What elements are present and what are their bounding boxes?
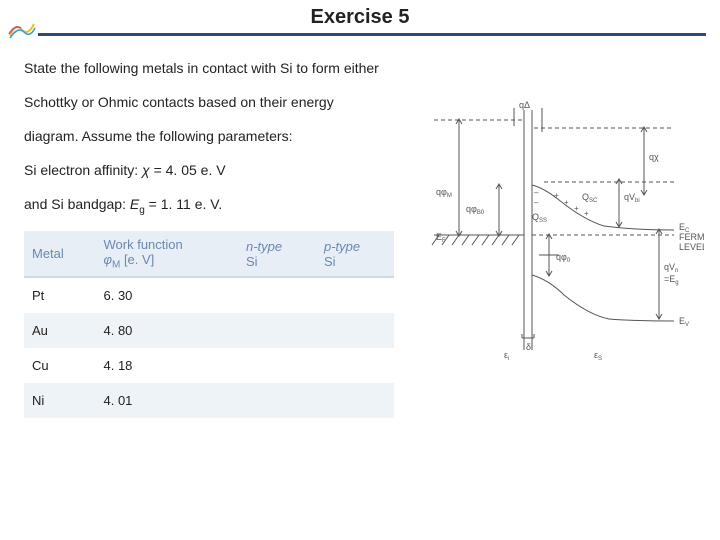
cell-ntype xyxy=(238,277,316,313)
label-fermi2: LEVEL xyxy=(679,242,704,252)
label-qphim: qφM xyxy=(436,187,452,199)
slide-body: State the following metals in contact wi… xyxy=(0,36,720,418)
label-es: εS xyxy=(594,350,602,362)
metals-table: Metal Work function φM [e. V] n-typeSi p… xyxy=(24,231,394,419)
cell-work: 4. 80 xyxy=(96,313,238,348)
label-ei: εi xyxy=(504,350,509,362)
label-qeg: =Eg xyxy=(664,274,679,286)
table-row: Ni4. 01 xyxy=(24,383,394,418)
cell-work: 4. 01 xyxy=(96,383,238,418)
label-ev: EV xyxy=(679,316,689,328)
param-affinity: Si electron affinity: χ = 4. 05 e. V xyxy=(24,156,394,184)
svg-text:+: + xyxy=(554,191,559,200)
table-row: Cu4. 18 xyxy=(24,348,394,383)
energy-diagram: + + + + – – xyxy=(404,100,704,370)
svg-text:–: – xyxy=(534,188,539,197)
col-metal: Metal xyxy=(24,231,96,278)
cell-ptype xyxy=(316,313,394,348)
svg-text:+: + xyxy=(584,209,589,218)
label-delta: δ xyxy=(526,342,531,352)
label-qphib0: qφB0 xyxy=(466,204,485,216)
cell-ptype xyxy=(316,348,394,383)
page-title: Exercise 5 xyxy=(0,0,720,33)
svg-text:+: + xyxy=(564,198,569,207)
label-qss: QSS xyxy=(532,212,547,224)
left-column: Si electron affinity: χ = 4. 05 e. V and… xyxy=(24,156,394,418)
slide-logo-icon xyxy=(8,18,36,40)
cell-ntype xyxy=(238,313,316,348)
col-ptype: p-typeSi xyxy=(316,231,394,278)
cell-metal: Au xyxy=(24,313,96,348)
table-row: Pt6. 30 xyxy=(24,277,394,313)
table-row: Au4. 80 xyxy=(24,313,394,348)
cell-ntype xyxy=(238,348,316,383)
cell-ptype xyxy=(316,383,394,418)
label-ef: EF xyxy=(436,232,446,244)
cell-ptype xyxy=(316,277,394,313)
label-qphi0: qφ0 xyxy=(556,252,571,264)
param-bandgap: and Si bandgap: Eg = 1. 11 e. V. xyxy=(24,190,394,221)
cell-work: 4. 18 xyxy=(96,348,238,383)
label-qdelta: qΔ xyxy=(519,100,530,110)
label-qvbi: qVbi xyxy=(624,192,640,204)
svg-text:+: + xyxy=(574,204,579,213)
table-header-row: Metal Work function φM [e. V] n-typeSi p… xyxy=(24,231,394,278)
svg-text:–: – xyxy=(534,198,539,207)
cell-metal: Cu xyxy=(24,348,96,383)
cell-work: 6. 30 xyxy=(96,277,238,313)
cell-metal: Pt xyxy=(24,277,96,313)
label-fermi: FERMI xyxy=(679,232,704,242)
cell-metal: Ni xyxy=(24,383,96,418)
col-ntype: n-typeSi xyxy=(238,231,316,278)
intro-line-1: State the following metals in contact wi… xyxy=(24,54,696,82)
label-qchi: qχ xyxy=(649,152,659,162)
label-qsc: QSC xyxy=(582,192,598,204)
cell-ntype xyxy=(238,383,316,418)
label-qvn: qVn xyxy=(664,262,678,274)
col-work-function: Work function φM [e. V] xyxy=(96,231,238,278)
